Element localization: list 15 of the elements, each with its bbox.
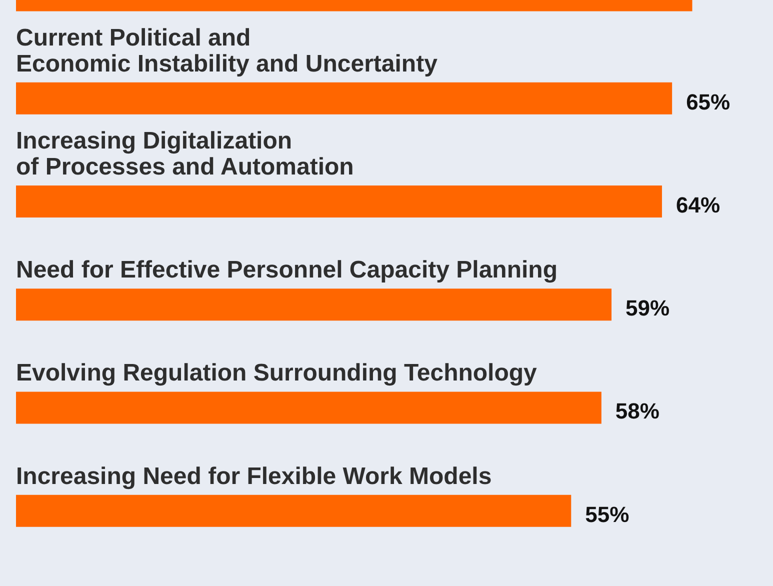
bar bbox=[16, 392, 602, 424]
data-label: 58% bbox=[615, 398, 660, 424]
y-tick-label: Need for Effective Personnel Capacity Planning bbox=[16, 256, 558, 284]
data-label: 64% bbox=[676, 192, 720, 218]
bar bbox=[16, 288, 612, 321]
y-tick-label: Evolving Regulation Surrounding Technology bbox=[16, 360, 538, 387]
data-label: 65% bbox=[686, 89, 730, 114]
bar bbox=[16, 185, 662, 218]
y-tick-label: Current Political and Economic Instability and Uncertainty bbox=[16, 24, 438, 78]
data-label: 55% bbox=[585, 502, 630, 527]
y-tick-label: Increasing Digitalization of Processes and Automation bbox=[16, 127, 354, 180]
bar bbox=[16, 494, 572, 527]
bar bbox=[16, 82, 672, 114]
y-tick-label: Increasing Need for Flexible Work Models bbox=[16, 462, 492, 490]
data-label: 59% bbox=[626, 296, 670, 321]
